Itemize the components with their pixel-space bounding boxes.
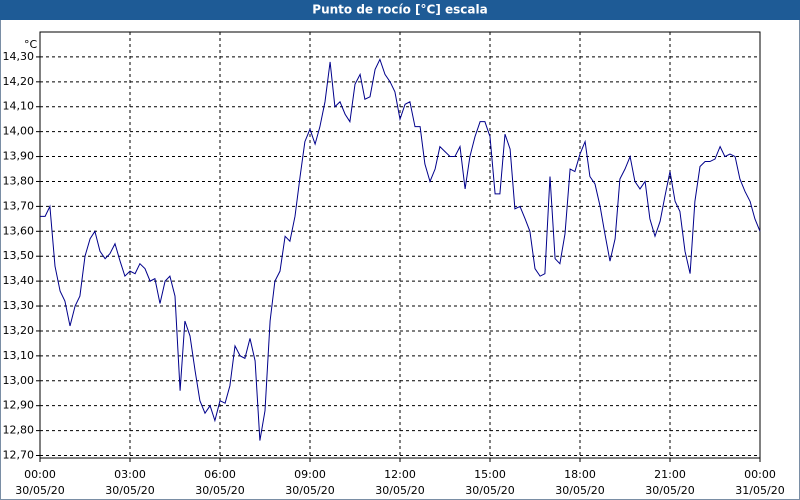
- y-tick-label: 13,60: [3, 224, 35, 237]
- x-tick-date: 30/05/20: [465, 484, 514, 497]
- x-tick-date: 30/05/20: [645, 484, 694, 497]
- x-tick-date: 31/05/20: [735, 484, 784, 497]
- x-tick-label: 18:00: [564, 468, 596, 481]
- x-tick-date: 30/05/20: [285, 484, 334, 497]
- title-bar: [0, 0, 800, 20]
- x-tick-label: 00:00: [744, 468, 776, 481]
- x-tick-label: 21:00: [654, 468, 686, 481]
- x-tick-date: 30/05/20: [555, 484, 604, 497]
- x-tick-label: 03:00: [114, 468, 146, 481]
- y-tick-label: 13,40: [3, 274, 35, 287]
- y-tick-label: 13,10: [3, 349, 35, 362]
- x-tick-label: 12:00: [384, 468, 416, 481]
- x-tick-date: 30/05/20: [375, 484, 424, 497]
- y-tick-label: 12,90: [3, 399, 35, 412]
- y-tick-label: 12,70: [3, 449, 35, 462]
- data-line: [40, 58, 761, 441]
- x-tick-label: 09:00: [294, 468, 326, 481]
- chart-title: Punto de rocío [°C] escala: [312, 3, 487, 17]
- x-tick-date: 30/05/20: [195, 484, 244, 497]
- y-tick-label: 14,20: [3, 75, 35, 88]
- y-tick-label: 13,50: [3, 249, 35, 262]
- y-tick-label: 13,90: [3, 150, 35, 163]
- x-tick-label: 15:00: [474, 468, 506, 481]
- y-tick-label: 12,80: [3, 424, 35, 437]
- x-tick-label: 00:00: [24, 468, 56, 481]
- y-tick-label: 14,10: [3, 100, 35, 113]
- y-tick-label: 13,80: [3, 174, 35, 187]
- x-tick-date: 30/05/20: [105, 484, 154, 497]
- y-tick-label: 14,30: [3, 50, 35, 63]
- y-tick-label: 14,00: [3, 125, 35, 138]
- y-unit: °C: [24, 38, 38, 51]
- x-tick-label: 06:00: [204, 468, 236, 481]
- y-tick-label: 13,20: [3, 324, 35, 337]
- y-tick-label: 13,00: [3, 374, 35, 387]
- x-tick-date: 30/05/20: [15, 484, 64, 497]
- y-tick-label: 13,30: [3, 299, 35, 312]
- y-tick-label: 13,70: [3, 199, 35, 212]
